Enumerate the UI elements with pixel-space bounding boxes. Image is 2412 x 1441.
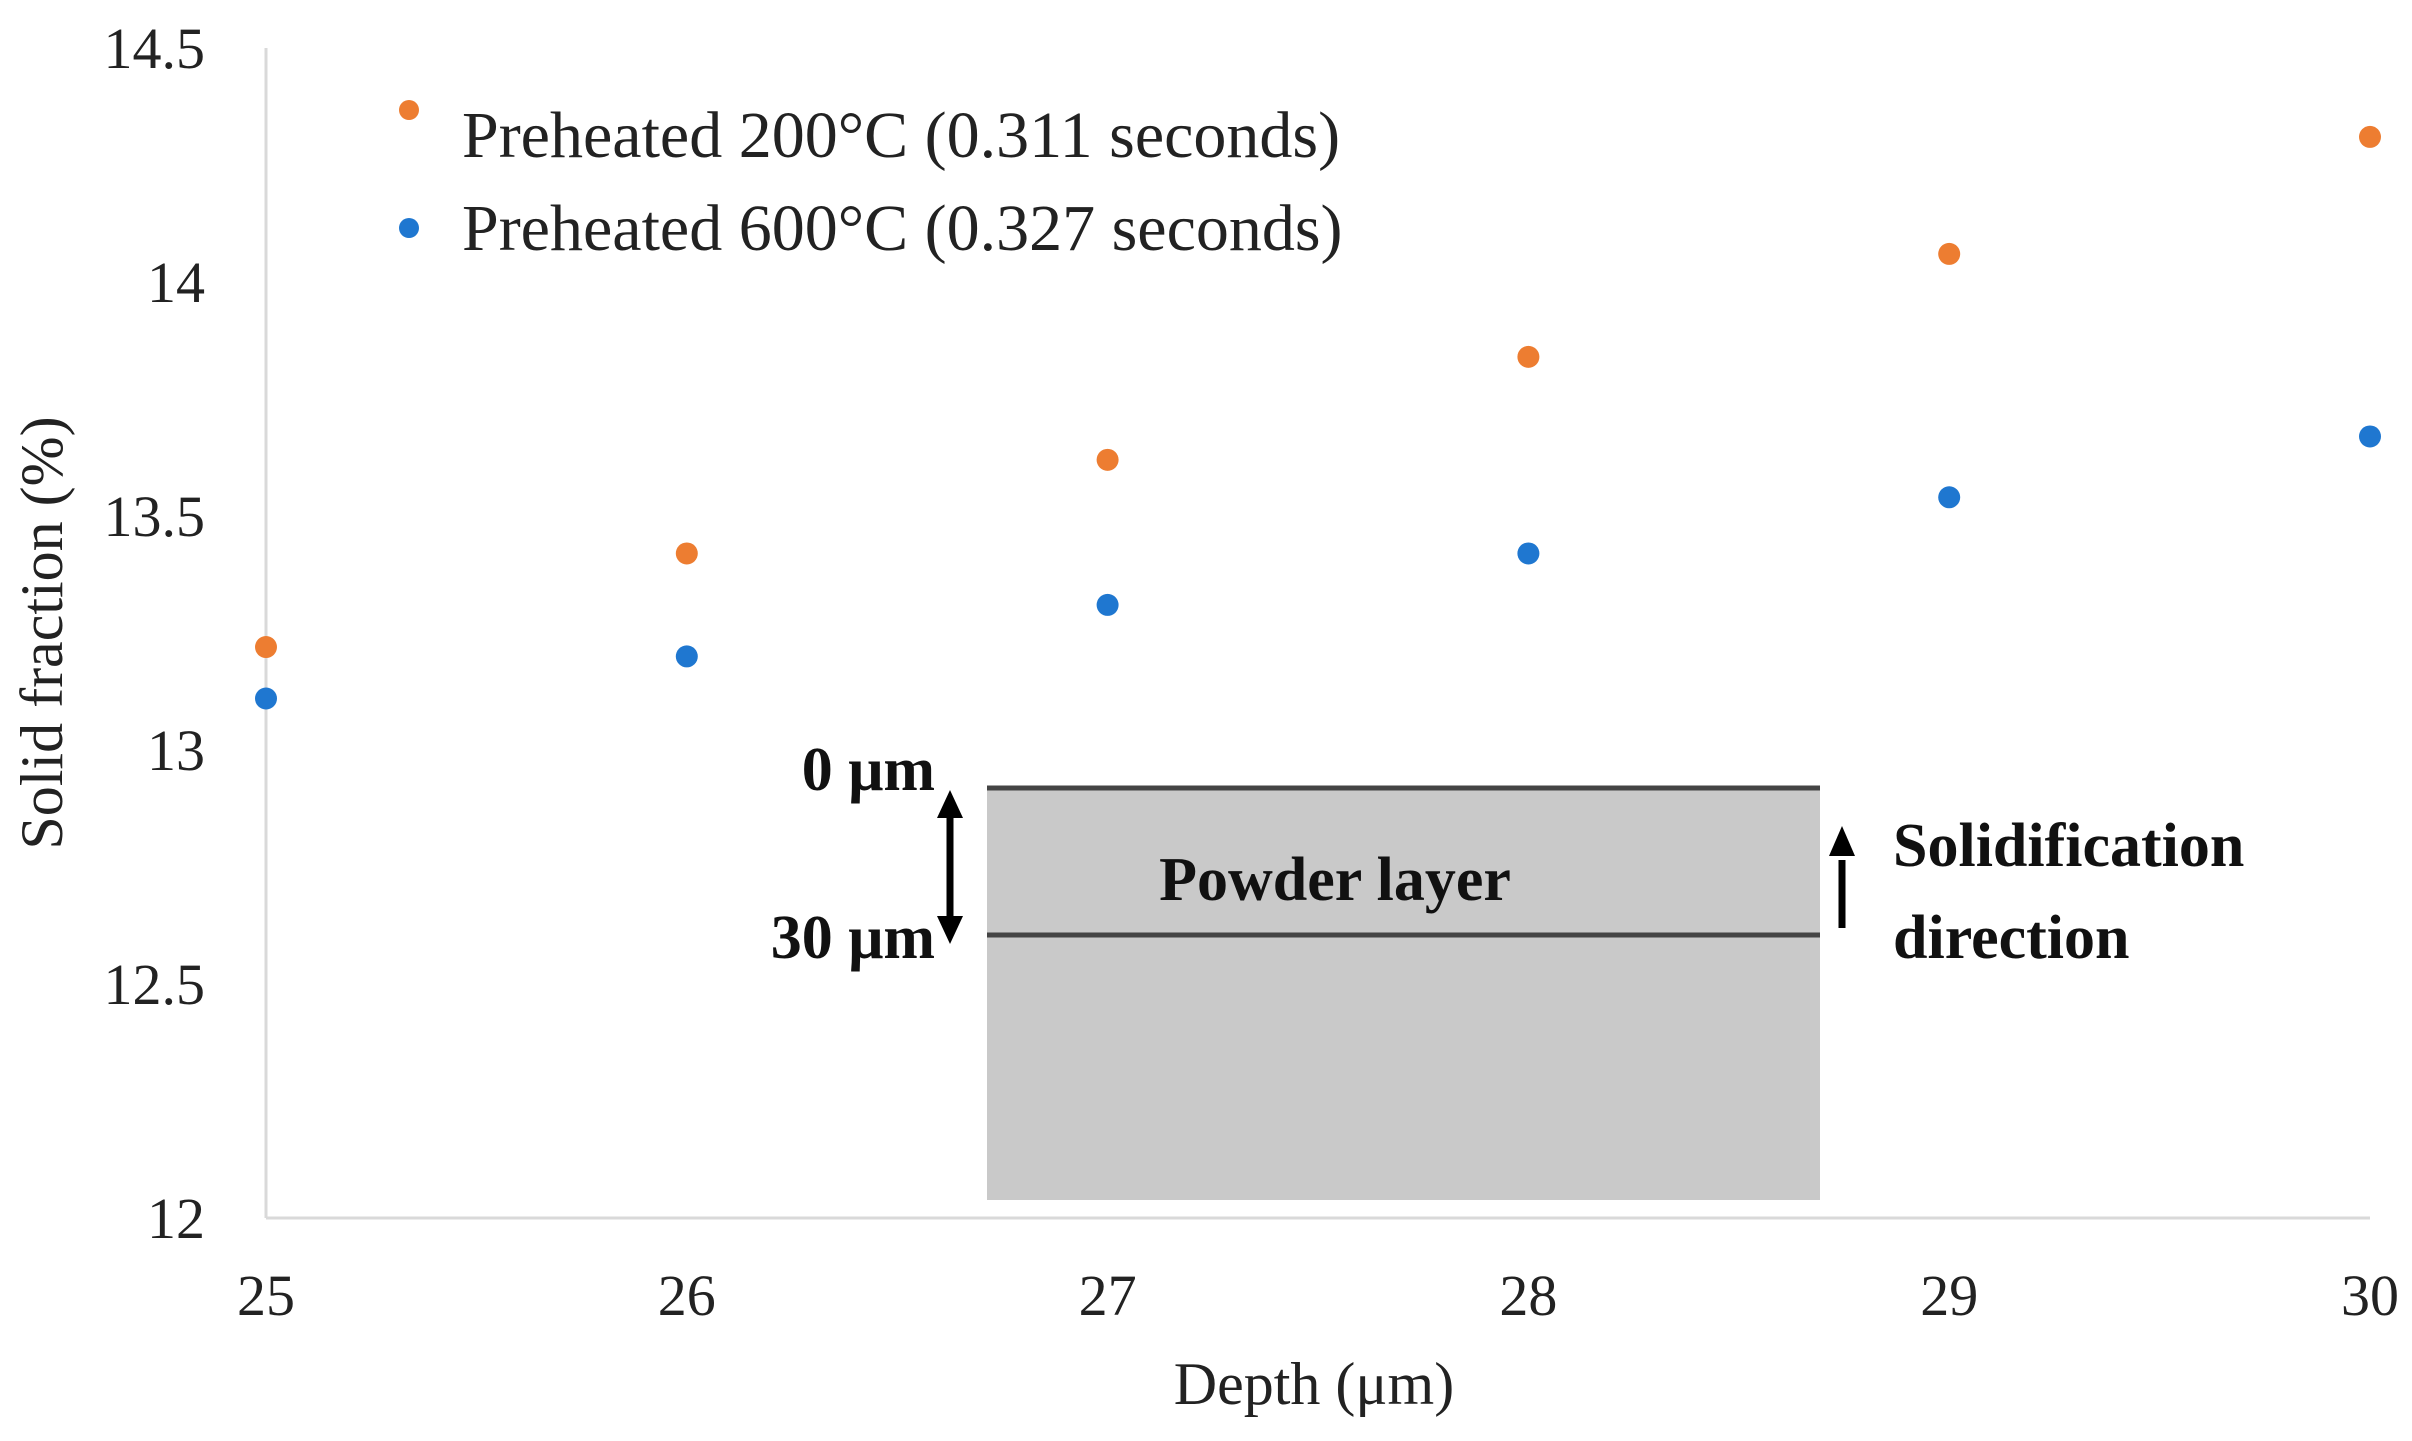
x-tick-label: 30 xyxy=(2341,1263,2399,1328)
x-tick-label: 26 xyxy=(658,1263,716,1328)
y-tick-label: 13 xyxy=(147,718,205,783)
solidification-label-line2: direction xyxy=(1893,904,2130,972)
powder-layer-label: Powder layer xyxy=(1159,846,1511,914)
data-point-preheated-600 xyxy=(675,645,698,668)
x-tick-label: 29 xyxy=(1920,1263,1978,1328)
data-point-preheated-600 xyxy=(1096,593,1119,616)
depth-label-top: 0 μm xyxy=(802,736,935,804)
data-point-preheated-200 xyxy=(675,542,698,565)
legend-marker-preheated-200 xyxy=(399,100,419,120)
x-axis-title: Depth (μm) xyxy=(1174,1351,1454,1417)
y-tick-label: 13.5 xyxy=(104,484,206,549)
powder-layer-inset: Powder layer 0 μm 30 μm Solidification d… xyxy=(771,736,2244,1200)
y-axis-title: Solid fraction (%) xyxy=(9,416,75,849)
depth-double-arrow xyxy=(937,790,963,944)
data-point-preheated-600 xyxy=(2359,425,2381,448)
data-points xyxy=(255,125,2381,710)
data-point-preheated-200 xyxy=(255,636,277,659)
y-tick-labels: 12 12.5 13 13.5 14 14.5 xyxy=(104,16,206,1251)
x-tick-labels: 25 26 27 28 29 30 xyxy=(237,1263,2399,1328)
data-point-preheated-600 xyxy=(1938,486,1961,509)
solidification-label-line1: Solidification xyxy=(1893,812,2244,880)
legend: Preheated 200°C (0.311 seconds) Preheate… xyxy=(399,99,1343,265)
data-point-preheated-600 xyxy=(255,687,277,710)
data-point-preheated-200 xyxy=(2359,125,2381,148)
data-point-preheated-200 xyxy=(1938,242,1961,265)
legend-label-preheated-600: Preheated 600°C (0.327 seconds) xyxy=(462,192,1343,265)
legend-marker-preheated-600 xyxy=(399,218,419,238)
x-tick-label: 25 xyxy=(237,1263,295,1328)
depth-label-bottom: 30 μm xyxy=(771,904,935,972)
y-tick-label: 12.5 xyxy=(104,952,206,1017)
data-point-preheated-200 xyxy=(1517,345,1540,368)
data-point-preheated-200 xyxy=(1096,448,1119,471)
y-tick-label: 14 xyxy=(147,250,205,315)
y-tick-label: 14.5 xyxy=(104,16,206,81)
legend-label-preheated-200: Preheated 200°C (0.311 seconds) xyxy=(462,99,1340,172)
powder-layer-block xyxy=(987,786,1820,1200)
x-tick-label: 28 xyxy=(1499,1263,1557,1328)
solidification-arrow xyxy=(1829,826,1855,928)
data-point-preheated-600 xyxy=(1517,542,1540,565)
x-tick-label: 27 xyxy=(1079,1263,1137,1328)
y-tick-label: 12 xyxy=(147,1186,205,1251)
